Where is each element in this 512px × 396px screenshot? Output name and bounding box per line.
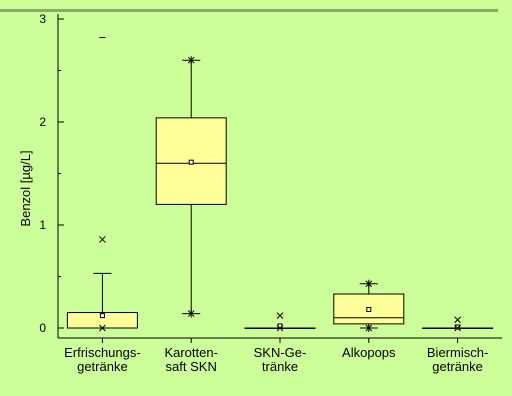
mean-marker bbox=[188, 159, 194, 165]
x-category-label: tränke bbox=[262, 359, 298, 374]
p1-marker bbox=[454, 324, 461, 332]
y-tick-label: 0 bbox=[39, 321, 46, 335]
mean-marker bbox=[99, 313, 105, 319]
x-category-label: saft SKN bbox=[166, 359, 217, 374]
x-category-label: Biermisch- bbox=[427, 345, 488, 360]
x-category-label: SKN-Ge- bbox=[254, 345, 307, 360]
y-tick-label: 3 bbox=[39, 12, 46, 26]
p99-marker bbox=[454, 316, 461, 324]
mean-marker bbox=[455, 324, 461, 330]
y-tick-label: 2 bbox=[39, 115, 46, 129]
p99-marker bbox=[276, 312, 284, 319]
x-category-label: Erfrischungs- bbox=[64, 345, 141, 360]
p99-marker bbox=[99, 236, 106, 243]
x-category-label: getränke bbox=[77, 359, 128, 374]
box-iqr bbox=[333, 293, 405, 325]
chart-axes bbox=[57, 14, 502, 343]
p1-marker bbox=[99, 324, 106, 332]
mean-marker bbox=[366, 306, 372, 312]
chart-marks bbox=[66, 37, 494, 332]
x-category-label: Karotten- bbox=[164, 345, 217, 360]
x-category-label: Alkopops bbox=[342, 345, 396, 360]
p1-marker bbox=[276, 324, 284, 332]
x-category-label: getränke bbox=[432, 359, 483, 374]
box-iqr bbox=[155, 117, 227, 205]
y-axis-title: Benzol [µg/L] bbox=[18, 150, 33, 226]
y-tick-label: 1 bbox=[39, 218, 46, 232]
chart-labels: 0 1 2 3 Benzol [µg/L] Erfrischungs-getränke Ka… bbox=[18, 12, 488, 374]
top-band bbox=[0, 0, 512, 13]
top-band-bar bbox=[0, 0, 498, 12]
